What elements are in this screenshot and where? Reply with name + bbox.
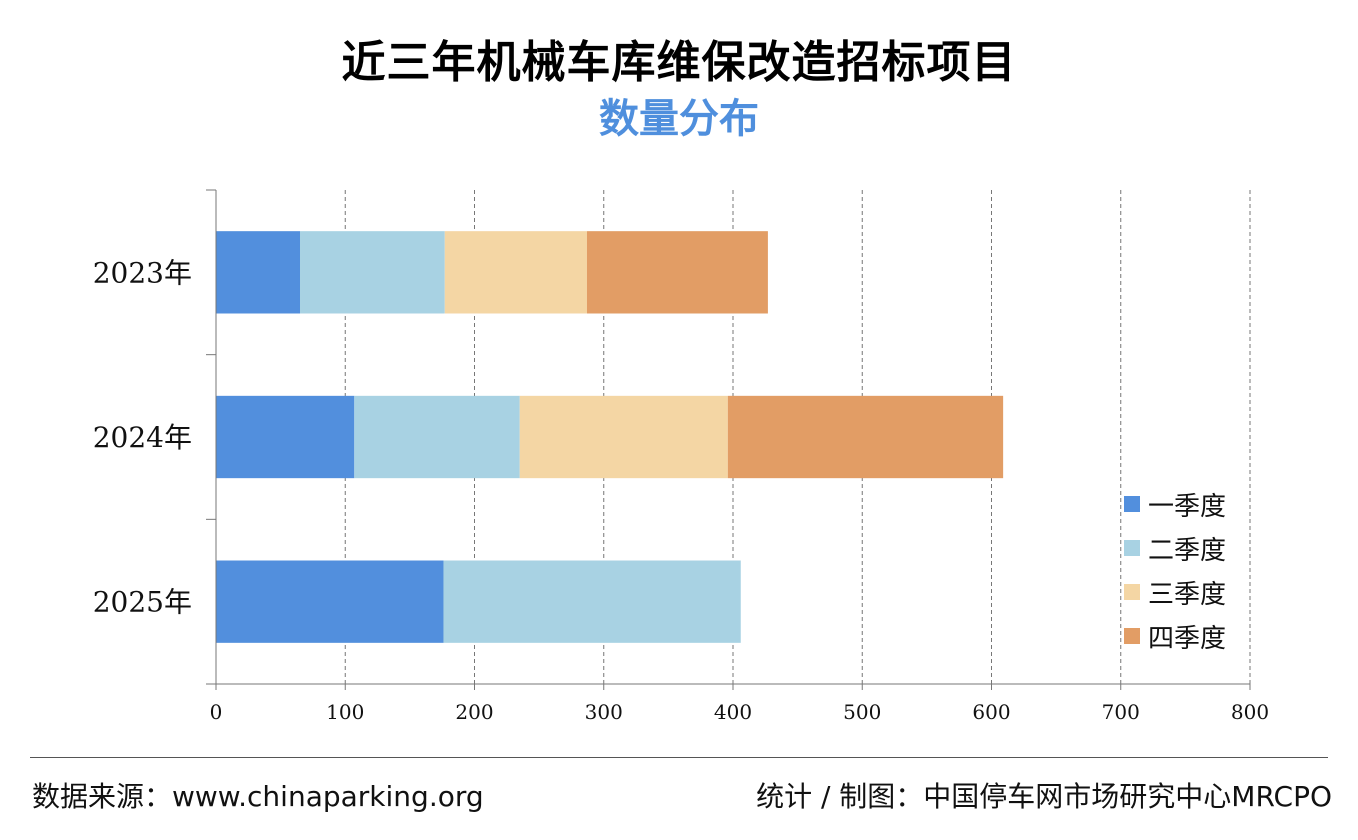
- legend-swatch: [1124, 496, 1140, 512]
- data-source: 数据来源：www.chinaparking.org: [32, 780, 484, 813]
- bar-segment: [444, 231, 587, 314]
- legend-label: 四季度: [1148, 623, 1227, 654]
- legend-item: 一季度: [1124, 482, 1226, 526]
- legend-item: 四季度: [1124, 614, 1226, 658]
- legend-label: 一季度: [1148, 491, 1227, 522]
- x-tick-label: 800: [1231, 700, 1269, 724]
- legend-swatch: [1124, 584, 1140, 600]
- legend-swatch: [1124, 540, 1140, 556]
- x-tick-label: 400: [714, 700, 752, 724]
- x-tick-label: 700: [1102, 700, 1140, 724]
- chart-subtitle: 数量分布: [599, 96, 759, 142]
- legend-item: 三季度: [1124, 570, 1226, 614]
- legend-item: 二季度: [1124, 526, 1226, 570]
- legend-swatch: [1124, 628, 1140, 644]
- footer-divider: [30, 757, 1328, 758]
- bar-segment: [300, 231, 445, 314]
- x-tick-label: 500: [843, 700, 881, 724]
- x-tick-label: 200: [455, 700, 493, 724]
- y-tick-label: 2024年: [93, 421, 192, 454]
- x-tick-label: 100: [326, 700, 364, 724]
- legend-label: 三季度: [1148, 579, 1227, 610]
- bar-segment: [727, 395, 1004, 479]
- x-tick-label: 600: [972, 700, 1010, 724]
- legend-label: 二季度: [1148, 535, 1227, 566]
- bar-segment: [443, 560, 741, 643]
- bar-segment: [216, 560, 444, 643]
- y-tick-label: 2025年: [93, 586, 192, 619]
- bar-segment: [586, 231, 768, 314]
- chart-title: 近三年机械车库维保改造招标项目: [341, 37, 1017, 88]
- bar-segment: [354, 395, 520, 479]
- legend: 一季度二季度三季度四季度: [1124, 482, 1226, 658]
- bar-segment: [216, 231, 301, 314]
- y-tick-label: 2023年: [93, 256, 192, 289]
- x-tick-label: 0: [210, 700, 223, 724]
- bar-segment: [519, 395, 728, 479]
- bar-segment: [216, 395, 355, 479]
- credit-line: 统计 / 制图：中国停车网市场研究中心MRCPO: [756, 780, 1332, 813]
- x-tick-label: 300: [585, 700, 623, 724]
